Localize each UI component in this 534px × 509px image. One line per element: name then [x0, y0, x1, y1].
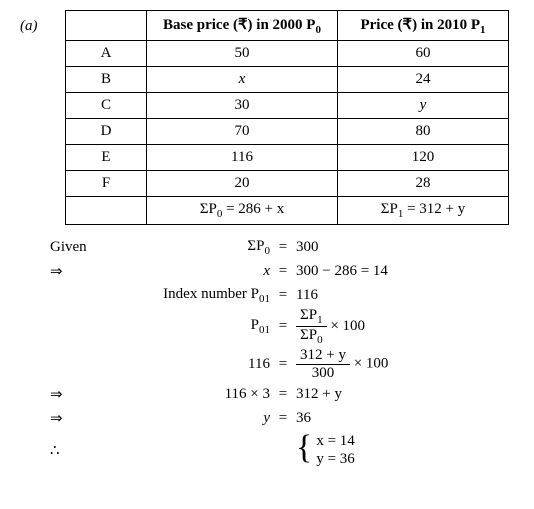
- derivation: Given ΣP0 = 300 ⇒ x = 300 − 286 = 14 Ind…: [50, 235, 514, 470]
- implies-row: ⇒ y = 36: [50, 406, 514, 430]
- therefore-row: ∴ { x = 14 y = 36: [50, 430, 514, 470]
- header-item: [66, 11, 147, 41]
- table-row: Bx24: [66, 67, 509, 93]
- table-row: A5060: [66, 41, 509, 67]
- table-row: E116120: [66, 145, 509, 171]
- table-row: D7080: [66, 119, 509, 145]
- brace-icon: {: [296, 431, 312, 465]
- header-price-2010: Price (₹) in 2010 P1: [338, 11, 509, 41]
- substitution-row: 116 = 312 + y 300 × 100: [50, 346, 514, 382]
- given-row: Given ΣP0 = 300: [50, 235, 514, 259]
- table-row: C30y: [66, 93, 509, 119]
- sum-p1: ΣP1 = 312 + y: [338, 197, 509, 225]
- part-label: (a): [20, 10, 50, 35]
- answer-y: y = 36: [316, 450, 354, 468]
- table-sum-row: ΣP0 = 286 + x ΣP1 = 312 + y: [66, 197, 509, 225]
- sum-p0: ΣP0 = 286 + x: [147, 197, 338, 225]
- table-header-row: Base price (₹) in 2000 P0 Price (₹) in 2…: [66, 11, 509, 41]
- implies-row: ⇒ x = 300 − 286 = 14: [50, 259, 514, 283]
- header-base-price: Base price (₹) in 2000 P0: [147, 11, 338, 41]
- table-row: F2028: [66, 171, 509, 197]
- formula-row: P01 = ΣP1 ΣP0 × 100: [50, 307, 514, 346]
- price-table: Base price (₹) in 2000 P0 Price (₹) in 2…: [65, 10, 509, 225]
- index-number-row: Index number P01 = 116: [50, 283, 514, 307]
- implies-row: ⇒ 116 × 3 = 312 + y: [50, 382, 514, 406]
- answer-x: x = 14: [316, 432, 354, 450]
